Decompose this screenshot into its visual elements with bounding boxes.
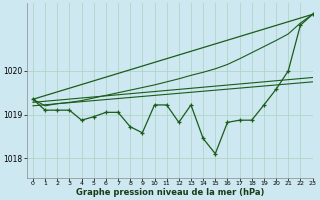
- X-axis label: Graphe pression niveau de la mer (hPa): Graphe pression niveau de la mer (hPa): [76, 188, 264, 197]
